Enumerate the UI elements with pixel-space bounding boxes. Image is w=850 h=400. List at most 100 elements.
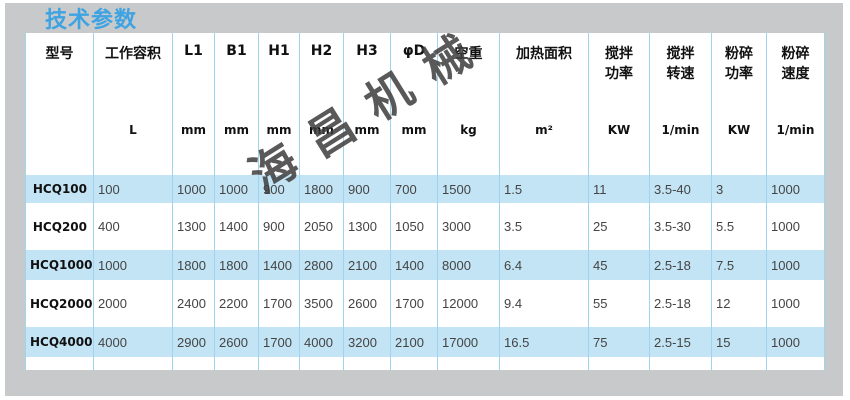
column-header: 粉碎 速度 1/min <box>766 33 825 175</box>
table-cell: 1000 <box>766 327 825 357</box>
header-row: 型号 工作容积 L L1 mm B1 mm H1 mm H2 mm H3 mm φD mm 空重 kg 加热面积 m… <box>25 33 825 175</box>
table-cell: 8000 <box>437 250 500 280</box>
column-header: 搅拌 转速 1/min <box>649 33 712 175</box>
section-title: 技术参数 <box>45 8 138 33</box>
table-cell: 1700 <box>258 327 300 357</box>
empty-row <box>25 357 825 370</box>
header-label: B1 <box>226 43 247 59</box>
table-cell: 2.5-15 <box>649 327 712 357</box>
column-header: L1 mm <box>172 33 215 175</box>
column-header: 型号 <box>25 33 94 175</box>
table-cell: 3.5-30 <box>649 203 712 250</box>
spec-table: 型号 工作容积 L L1 mm B1 mm H1 mm H2 mm H3 mm φD mm 空重 kg 加热面积 m… <box>25 33 825 370</box>
table-row: HCQ100 100 1000 1000 900 1800 900 700 1500 1.5 11 3… <box>25 175 825 203</box>
table-cell <box>93 357 173 370</box>
table-cell: 3 <box>711 175 767 203</box>
table-cell: 2050 <box>299 203 344 250</box>
column-header: 搅拌 功率 KW <box>588 33 650 175</box>
table-cell: 1400 <box>258 250 300 280</box>
column-header: H1 mm <box>258 33 300 175</box>
table-cell <box>588 357 650 370</box>
table-cell: 1300 <box>172 203 215 250</box>
table-cell: 1000 <box>93 250 173 280</box>
header-unit: mm <box>354 123 380 137</box>
table-cell: 17000 <box>437 327 500 357</box>
header-unit: kg <box>460 123 477 137</box>
table-cell: 3.5 <box>499 203 589 250</box>
column-header: B1 mm <box>214 33 259 175</box>
table-cell: 1500 <box>437 175 500 203</box>
header-label: L1 <box>184 43 203 59</box>
table-cell <box>25 357 94 370</box>
table-cell: 2100 <box>343 250 391 280</box>
table-cell: 4000 <box>299 327 344 357</box>
column-header: 空重 kg <box>437 33 500 175</box>
model-cell: HCQ1000 <box>25 250 94 280</box>
table-cell: 700 <box>390 175 438 203</box>
table-cell: 1400 <box>214 203 259 250</box>
table-row: HCQ2000 2000 2400 2200 1700 3500 2600 1700 12000… <box>25 280 825 327</box>
table-cell: 9.4 <box>499 280 589 327</box>
table-cell <box>390 357 438 370</box>
table-cell: 3500 <box>299 280 344 327</box>
table-cell: 1000 <box>766 203 825 250</box>
table-cell <box>172 357 215 370</box>
table-cell: 2.5-18 <box>649 280 712 327</box>
table-row: HCQ200 400 1300 1400 900 2050 1300 1050 3000 3.5 2… <box>25 203 825 250</box>
table-cell: 2600 <box>343 280 391 327</box>
table-cell: 45 <box>588 250 650 280</box>
column-header: 加热面积 m² <box>499 33 589 175</box>
header-label: φD <box>402 43 426 59</box>
table-cell: 1700 <box>258 280 300 327</box>
table-cell: 55 <box>588 280 650 327</box>
table-cell: 1700 <box>390 280 438 327</box>
table-cell <box>499 357 589 370</box>
header-unit: mm <box>266 123 292 137</box>
table-cell: 3000 <box>437 203 500 250</box>
table-cell: 16.5 <box>499 327 589 357</box>
header-label: 粉碎 功率 <box>725 46 753 82</box>
table-cell: 6.4 <box>499 250 589 280</box>
table-cell <box>649 357 712 370</box>
column-header: H2 mm <box>299 33 344 175</box>
table-cell <box>258 357 300 370</box>
table-cell: 100 <box>93 175 173 203</box>
header-label: 粉碎 速度 <box>781 46 810 82</box>
table-cell: 1000 <box>766 250 825 280</box>
model-cell: HCQ2000 <box>25 280 94 327</box>
header-label: H1 <box>268 43 290 59</box>
table-cell: 3.5-40 <box>649 175 712 203</box>
table-cell <box>299 357 344 370</box>
header-unit: mm <box>223 123 249 137</box>
header-label: 工作容积 <box>105 46 161 62</box>
table-cell: 1050 <box>390 203 438 250</box>
header-label: 空重 <box>454 46 483 62</box>
table-cell: 2900 <box>172 327 215 357</box>
table-row: HCQ4000 4000 2900 2600 1700 4000 3200 2100 17000… <box>25 327 825 357</box>
table-cell: 400 <box>93 203 173 250</box>
table-cell: 900 <box>258 175 300 203</box>
model-cell: HCQ100 <box>25 175 94 203</box>
table-cell: 1000 <box>766 175 825 203</box>
header-unit: mm <box>308 123 334 137</box>
header-unit: mm <box>401 123 427 137</box>
column-header: H3 mm <box>343 33 391 175</box>
header-label: 型号 <box>45 46 74 62</box>
header-unit: KW <box>727 123 751 137</box>
table-cell <box>711 357 767 370</box>
table-cell: 1.5 <box>499 175 589 203</box>
table-cell: 4000 <box>93 327 173 357</box>
table-cell: 1000 <box>172 175 215 203</box>
table-cell: 3200 <box>343 327 391 357</box>
header-unit: mm <box>180 123 206 137</box>
column-header: 工作容积 L <box>93 33 173 175</box>
header-unit: m² <box>535 123 553 137</box>
table-cell: 2000 <box>93 280 173 327</box>
table-cell: 1800 <box>172 250 215 280</box>
table-cell: 2.5-18 <box>649 250 712 280</box>
table-cell: 12 <box>711 280 767 327</box>
table-cell: 12000 <box>437 280 500 327</box>
table-row: HCQ1000 1000 1800 1800 1400 2800 2100 1400 8000 6… <box>25 250 825 280</box>
table-cell: 900 <box>343 175 391 203</box>
table-cell: 7.5 <box>711 250 767 280</box>
